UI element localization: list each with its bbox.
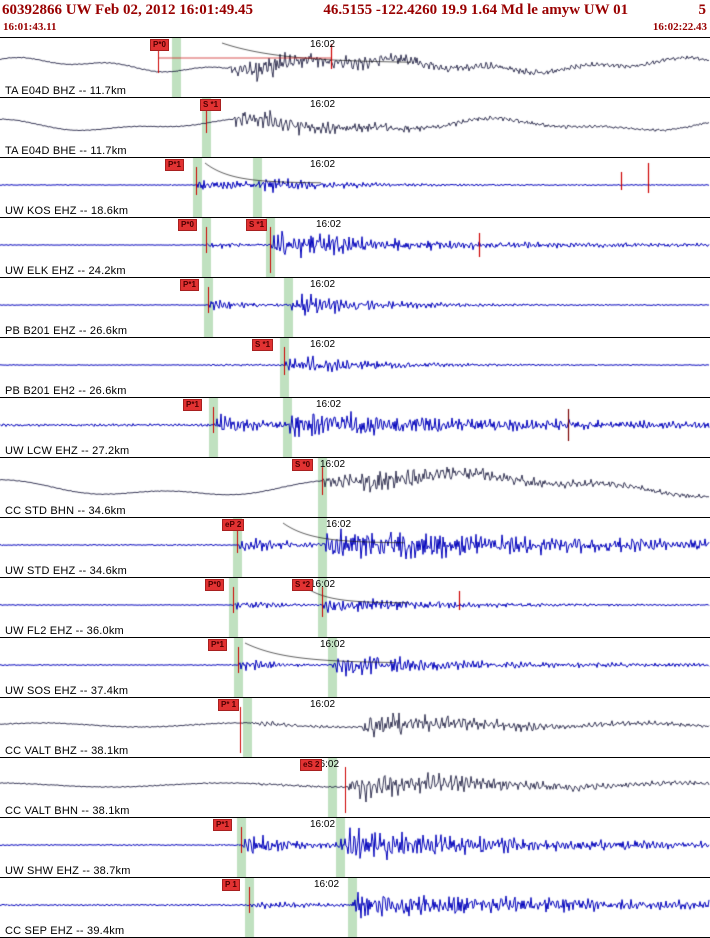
waveform-canvas[interactable] [0, 38, 710, 97]
header: 60392866 UW Feb 02, 2012 16:01:49.45 46.… [0, 0, 710, 37]
time-window-row: 16:01:43.11 16:02:22.43 [0, 20, 710, 35]
waveform-canvas[interactable] [0, 278, 710, 337]
station-label[interactable]: TA E04D BHZ -- 11.7km [5, 85, 127, 97]
trace-row: 16:02 S *1 PB B201 EH2 -- 26.6km [0, 338, 710, 398]
station-label[interactable]: PB B201 EH2 -- 26.6km [5, 385, 127, 397]
trace-row: 16:02 P*1 UW SHW EHZ -- 38.7km [0, 818, 710, 878]
time-tick-label: 16:02 [310, 279, 336, 290]
station-label[interactable]: UW FL2 EHZ -- 36.0km [5, 625, 124, 637]
pick-flag[interactable]: P*0 [150, 39, 169, 51]
trace-row: 16:02 P*1 PB B201 EHZ -- 26.6km [0, 278, 710, 338]
pick-flag[interactable]: S *2 [292, 579, 314, 591]
time-tick-label: 16:02 [310, 339, 336, 350]
waveform-canvas[interactable] [0, 518, 710, 577]
station-label[interactable]: CC STD BHN -- 34.6km [5, 505, 126, 517]
event-location-magnitude: 46.5155 -122.4260 19.9 1.64 Md le amyw U… [323, 2, 629, 18]
time-tick-label: 16:02 [310, 819, 336, 830]
waveform-canvas[interactable] [0, 338, 710, 397]
trace-row: 16:02 P*1 UW SOS EHZ -- 37.4km [0, 638, 710, 698]
waveform-canvas[interactable] [0, 398, 710, 457]
trace-row: 16:02 S *1 TA E04D BHE -- 11.7km [0, 98, 710, 158]
trace-row: 16:02 eS 2 CC VALT BHN -- 38.1km [0, 758, 710, 818]
waveform-canvas[interactable] [0, 98, 710, 157]
waveform-canvas[interactable] [0, 158, 710, 217]
pick-flag[interactable]: S *1 [252, 339, 274, 351]
pick-flag[interactable]: P*0 [205, 579, 224, 591]
waveform-canvas[interactable] [0, 758, 710, 817]
trace-row: 16:02 eP 2 UW STD EHZ -- 34.6km [0, 518, 710, 578]
station-label[interactable]: TA E04D BHE -- 11.7km [5, 145, 127, 157]
pick-flag[interactable]: P*1 [213, 819, 232, 831]
pick-flag[interactable]: P*0 [178, 219, 197, 231]
waveform-canvas[interactable] [0, 218, 710, 277]
window-end-time: 16:02:22.43 [652, 21, 707, 33]
time-tick-label: 16:02 [310, 699, 336, 710]
trace-row: 16:02 P*1 UW KOS EHZ -- 18.6km [0, 158, 710, 218]
time-tick-label: 16:02 [314, 759, 340, 770]
trace-row: 16:02 P 1 CC SEP EHZ -- 39.4km [0, 878, 710, 938]
station-label[interactable]: UW ELK EHZ -- 24.2km [5, 265, 126, 277]
pick-flag[interactable]: eP 2 [222, 519, 245, 531]
trace-row: 16:02 P*0 S *2 UW FL2 EHZ -- 36.0km [0, 578, 710, 638]
pick-flag[interactable]: S *0 [292, 459, 314, 471]
time-tick-label: 16:02 [310, 159, 336, 170]
time-tick-label: 16:02 [310, 579, 336, 590]
station-label[interactable]: UW SHW EHZ -- 38.7km [5, 865, 131, 877]
time-tick-label: 16:02 [320, 459, 346, 470]
time-tick-label: 16:02 [310, 39, 336, 50]
pick-flag[interactable]: eS 2 [300, 759, 323, 771]
pick-flag[interactable]: P*1 [180, 279, 199, 291]
time-tick-label: 16:02 [320, 639, 346, 650]
time-tick-label: 16:02 [316, 219, 342, 230]
trace-row: 16:02 P*1 UW LCW EHZ -- 27.2km [0, 398, 710, 458]
station-label[interactable]: UW STD EHZ -- 34.6km [5, 565, 127, 577]
time-tick-label: 16:02 [326, 519, 352, 530]
pick-flag[interactable]: P*1 [208, 639, 227, 651]
page-indicator: 5 [698, 2, 707, 18]
pick-flag[interactable]: S *1 [246, 219, 268, 231]
waveform-canvas[interactable] [0, 878, 710, 937]
event-header-row: 60392866 UW Feb 02, 2012 16:01:49.45 46.… [0, 0, 710, 20]
station-label[interactable]: UW KOS EHZ -- 18.6km [5, 205, 129, 217]
station-label[interactable]: UW SOS EHZ -- 37.4km [5, 685, 129, 697]
station-label[interactable]: PB B201 EHZ -- 26.6km [5, 325, 128, 337]
waveform-canvas[interactable] [0, 698, 710, 757]
pick-flag[interactable]: P 1 [222, 879, 240, 891]
waveform-canvas[interactable] [0, 578, 710, 637]
trace-row: 16:02 S *0 CC STD BHN -- 34.6km [0, 458, 710, 518]
trace-row: 16:02 P* 1 CC VALT BHZ -- 38.1km [0, 698, 710, 758]
pick-flag[interactable]: P*1 [183, 399, 202, 411]
pick-flag[interactable]: S *1 [200, 99, 222, 111]
trace-list: 16:02 P*0 TA E04D BHZ -- 11.7km 16:02 S *1 TA… [0, 37, 710, 938]
station-label[interactable]: CC VALT BHZ -- 38.1km [5, 745, 129, 757]
pick-flag[interactable]: P*1 [165, 159, 184, 171]
station-label[interactable]: CC VALT BHN -- 38.1km [5, 805, 130, 817]
time-tick-label: 16:02 [316, 399, 342, 410]
station-label[interactable]: UW LCW EHZ -- 27.2km [5, 445, 130, 457]
event-id-datetime: 60392866 UW Feb 02, 2012 16:01:49.45 [2, 2, 253, 18]
pick-flag[interactable]: P* 1 [218, 699, 240, 711]
waveform-canvas[interactable] [0, 638, 710, 697]
trace-row: 16:02 P*0 S *1 UW ELK EHZ -- 24.2km [0, 218, 710, 278]
time-tick-label: 16:02 [314, 879, 340, 890]
window-start-time: 16:01:43.11 [3, 21, 57, 33]
waveform-canvas[interactable] [0, 458, 710, 517]
time-tick-label: 16:02 [310, 99, 336, 110]
trace-row: 16:02 P*0 TA E04D BHZ -- 11.7km [0, 38, 710, 98]
waveform-canvas[interactable] [0, 818, 710, 877]
station-label[interactable]: CC SEP EHZ -- 39.4km [5, 925, 125, 937]
